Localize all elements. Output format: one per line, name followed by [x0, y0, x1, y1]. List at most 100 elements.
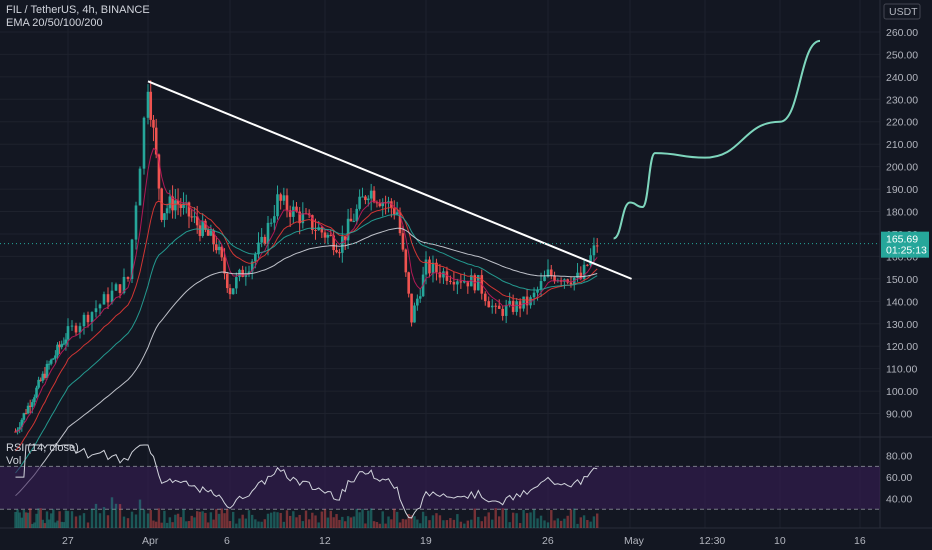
candle-body[interactable]	[364, 196, 367, 201]
candle-body[interactable]	[165, 208, 169, 214]
candle-body[interactable]	[171, 196, 174, 211]
candle-body[interactable]	[595, 245, 599, 247]
candle-body[interactable]	[335, 250, 338, 253]
candle-body[interactable]	[138, 168, 142, 206]
candle-body[interactable]	[418, 296, 422, 299]
candle-body[interactable]	[110, 290, 114, 303]
candle-body[interactable]	[24, 413, 28, 415]
candle-body[interactable]	[206, 229, 210, 236]
candle-body[interactable]	[247, 271, 251, 275]
candle-body[interactable]	[494, 305, 498, 307]
candle-body[interactable]	[375, 202, 379, 204]
candle-body[interactable]	[282, 195, 286, 201]
candle-body[interactable]	[28, 405, 32, 407]
candle-body[interactable]	[326, 234, 330, 238]
candle-body[interactable]	[168, 196, 172, 209]
candle-body[interactable]	[176, 200, 180, 205]
candle-body[interactable]	[445, 271, 449, 281]
symbol-title[interactable]: FIL / TetherUS, 4h, BINANCE	[6, 4, 150, 16]
candle-body[interactable]	[47, 363, 51, 365]
candle-body[interactable]	[543, 276, 546, 282]
candle-body[interactable]	[257, 242, 260, 255]
candle-body[interactable]	[18, 427, 21, 430]
candle-body[interactable]	[217, 246, 221, 251]
candle-body[interactable]	[424, 259, 428, 275]
candle-body[interactable]	[343, 236, 347, 241]
candle-body[interactable]	[266, 222, 270, 245]
candle-body[interactable]	[102, 294, 106, 305]
candle-body[interactable]	[442, 271, 445, 278]
candle-body[interactable]	[195, 216, 199, 226]
candle-body[interactable]	[37, 379, 40, 388]
candle-body[interactable]	[58, 344, 61, 348]
candle-body[interactable]	[45, 363, 49, 378]
candle-body[interactable]	[146, 91, 150, 118]
candle-body[interactable]	[56, 344, 59, 356]
candle-body[interactable]	[149, 91, 153, 120]
candle-body[interactable]	[361, 196, 364, 198]
candle-body[interactable]	[532, 292, 536, 298]
candle-body[interactable]	[392, 207, 396, 215]
candle-body[interactable]	[254, 254, 257, 262]
candle-body[interactable]	[435, 262, 438, 273]
candle-body[interactable]	[332, 235, 335, 251]
candle-body[interactable]	[401, 233, 405, 250]
candle-body[interactable]	[553, 275, 556, 282]
candle-body[interactable]	[410, 293, 413, 323]
candle-body[interactable]	[78, 326, 82, 333]
candle-body[interactable]	[476, 275, 480, 291]
candle-body[interactable]	[41, 373, 45, 381]
candle-body[interactable]	[579, 272, 583, 279]
candle-body[interactable]	[152, 119, 155, 128]
candle-body[interactable]	[285, 195, 289, 211]
candle-body[interactable]	[142, 117, 146, 169]
candle-body[interactable]	[33, 397, 36, 403]
candle-body[interactable]	[508, 300, 511, 306]
candle-body[interactable]	[64, 339, 68, 344]
candle-body[interactable]	[60, 344, 63, 348]
candle-body[interactable]	[576, 272, 579, 278]
candle-body[interactable]	[586, 264, 589, 266]
candle-body[interactable]	[487, 301, 491, 308]
candle-body[interactable]	[190, 216, 194, 218]
candle-body[interactable]	[220, 246, 224, 258]
candle-body[interactable]	[525, 296, 529, 306]
candle-body[interactable]	[90, 312, 94, 323]
candle-body[interactable]	[452, 281, 456, 285]
candle-body[interactable]	[223, 257, 226, 274]
candle-body[interactable]	[288, 210, 292, 217]
candle-body[interactable]	[592, 245, 596, 256]
candle-body[interactable]	[497, 305, 501, 309]
candle-body[interactable]	[193, 216, 196, 218]
candle-body[interactable]	[114, 284, 118, 291]
last-price-tag[interactable]	[881, 231, 929, 258]
candle-body[interactable]	[413, 305, 416, 323]
candle-body[interactable]	[428, 259, 431, 274]
candle-body[interactable]	[260, 236, 263, 243]
candle-body[interactable]	[228, 288, 232, 295]
candle-body[interactable]	[31, 402, 34, 407]
candle-body[interactable]	[298, 211, 301, 224]
candle-body[interactable]	[235, 277, 238, 289]
candle-body[interactable]	[157, 154, 161, 189]
candle-body[interactable]	[182, 203, 185, 209]
candle-body[interactable]	[134, 205, 138, 240]
candle-body[interactable]	[174, 200, 177, 211]
projection-curve[interactable]	[613, 39, 821, 240]
candle-body[interactable]	[463, 280, 466, 283]
candle-body[interactable]	[449, 280, 452, 282]
candle-body[interactable]	[490, 305, 494, 308]
candle-body[interactable]	[320, 227, 324, 233]
candle-body[interactable]	[130, 239, 134, 279]
candle-body[interactable]	[122, 276, 126, 293]
candle-body[interactable]	[378, 203, 382, 207]
candle-body[interactable]	[366, 198, 370, 201]
candle-body[interactable]	[263, 236, 267, 245]
candle-body[interactable]	[352, 220, 356, 222]
candle-body[interactable]	[74, 325, 78, 333]
candle-body[interactable]	[582, 264, 586, 279]
candle-body[interactable]	[250, 261, 254, 272]
candle-body[interactable]	[106, 294, 110, 303]
candle-body[interactable]	[466, 280, 470, 287]
candle-body[interactable]	[35, 387, 38, 398]
